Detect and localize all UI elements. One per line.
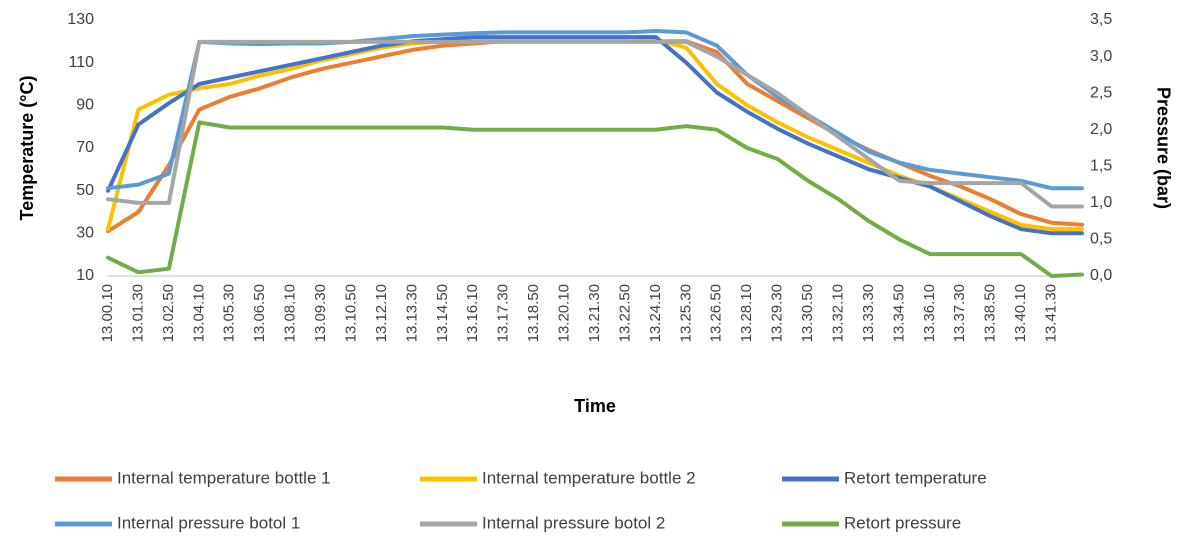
x-tick-label: 13.38.50: [982, 284, 999, 342]
y2-tick-label: 2,5: [1090, 84, 1112, 101]
x-tick-label: 13.37.30: [951, 284, 968, 342]
y-tick-label: 110: [68, 54, 94, 71]
series-line: [106, 29, 1084, 191]
x-tick-label: 13.17.30: [495, 284, 512, 342]
x-tick-label: 13.24.10: [647, 284, 664, 342]
x-tick-label: 13.25.30: [677, 284, 694, 342]
x-tick-label: 13.21.30: [586, 284, 603, 342]
legend-label: Internal temperature bottle 2: [482, 468, 696, 487]
x-tick-label: 13.32.10: [829, 284, 846, 342]
legend-label: Internal pressure botol 2: [482, 513, 665, 532]
series-line: [106, 120, 1084, 278]
x-tick-label: 13.05.30: [221, 284, 238, 342]
x-tick-label: 13.28.10: [738, 284, 755, 342]
x-tick-label: 13.26.50: [708, 284, 725, 342]
series-line: [106, 35, 1084, 236]
y2-tick-label: 0,5: [1090, 231, 1112, 248]
y2-tick-label: 3,0: [1090, 48, 1112, 65]
x-tick-label: 13.16.10: [464, 284, 481, 342]
y-tick-label: 70: [76, 139, 94, 156]
x-tick-label: 13.04.10: [190, 284, 207, 342]
x-tick-label: 13.34.50: [890, 284, 907, 342]
y2-tick-label: 1,5: [1090, 158, 1112, 175]
x-tick-label: 13.29.30: [769, 284, 786, 342]
x-tick-label: 13.33.30: [860, 284, 877, 342]
y2-tick-label: 2,0: [1090, 121, 1112, 138]
y-tick-label: 50: [76, 182, 94, 199]
x-tick-label: 13.40.10: [1012, 284, 1029, 342]
x-tick-label: 13.13.30: [403, 284, 420, 342]
x-tick-label: 13.14.50: [434, 284, 451, 342]
x-tick-label: 13.22.50: [616, 284, 633, 342]
legend-label: Internal temperature bottle 1: [117, 468, 331, 487]
series-line: [106, 37, 1084, 232]
y-tick-label: 90: [76, 97, 94, 114]
legend-label: Retort temperature: [844, 468, 987, 487]
y-tick-label: 130: [67, 11, 94, 28]
y2-tick-label: 1,0: [1090, 194, 1112, 211]
legend-label: Internal pressure botol 1: [117, 513, 300, 532]
y-tick-label: 30: [76, 225, 94, 242]
x-tick-label: 13.36.10: [921, 284, 938, 342]
x-tick-label: 13.06.50: [251, 284, 268, 342]
x-tick-label: 13.00.10: [99, 284, 116, 342]
x-tick-label: 13.01.30: [129, 284, 146, 342]
series-line: [106, 39, 1084, 234]
x-tick-label: 13.02.50: [160, 284, 177, 342]
x-tick-label: 13.09.30: [312, 284, 329, 342]
x-tick-label: 13.10.50: [342, 284, 359, 342]
x-tick-label: 13.20.10: [556, 284, 573, 342]
series-line: [106, 39, 1084, 209]
x-tick-label: 13.18.50: [525, 284, 542, 342]
x-tick-label: 13.41.30: [1043, 284, 1060, 342]
x-axis-title: Time: [574, 396, 616, 416]
legend-label: Retort pressure: [844, 513, 961, 532]
y2-tick-label: 0,0: [1090, 267, 1112, 284]
y-tick-label: 10: [76, 267, 94, 284]
y-axis-title: Temperature (°C): [17, 76, 37, 221]
y2-tick-label: 3,5: [1090, 11, 1112, 28]
x-tick-label: 13.08.10: [282, 284, 299, 342]
y2-axis-title: Pressure (bar): [1153, 87, 1173, 209]
x-tick-label: 13.30.50: [799, 284, 816, 342]
x-tick-label: 13.12.10: [373, 284, 390, 342]
